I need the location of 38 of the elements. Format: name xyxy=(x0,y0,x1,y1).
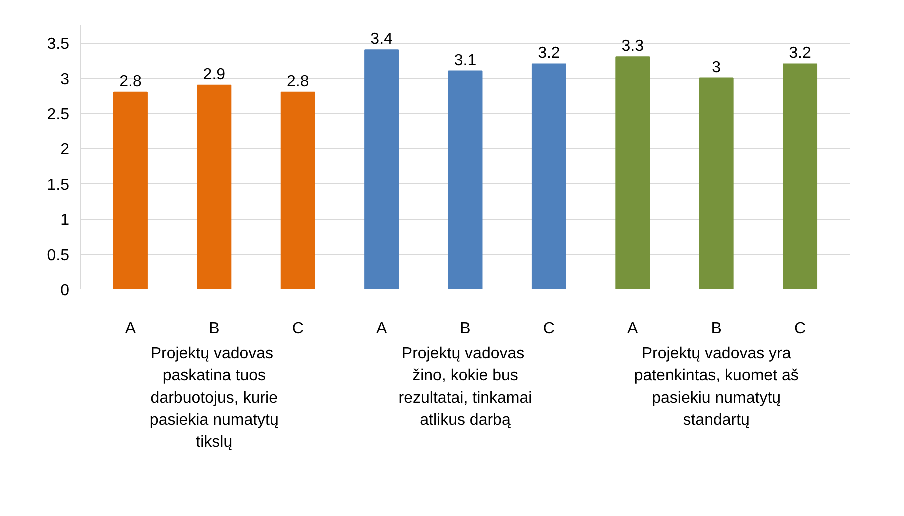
text: Projektų vadovas paskatina tuos darbuotojus, kurie pasiekia numatytų tikslų xyxy=(150,346,279,451)
y-tick-label: 1.5 xyxy=(47,176,70,194)
y-tick-label: 3 xyxy=(60,71,70,88)
x-tick-label: B xyxy=(460,320,471,338)
bar xyxy=(783,64,818,290)
bar xyxy=(699,78,734,290)
x-tick-label: B xyxy=(711,320,722,338)
y-tick-label: 2.5 xyxy=(47,106,70,124)
bar xyxy=(532,64,566,290)
bar xyxy=(616,56,650,290)
text: Projektų vadovas žino, kokie bus rezultatai, tinkamai atlikus darbą xyxy=(398,346,532,429)
x-tick-label: A xyxy=(628,320,639,338)
bar xyxy=(197,84,232,290)
data-label: 3.3 xyxy=(622,38,644,56)
data-label: 3.2 xyxy=(538,45,560,62)
bar xyxy=(113,92,148,290)
bar xyxy=(364,50,400,290)
x-tick-label: C xyxy=(543,320,555,338)
y-tick-label: 0 xyxy=(60,282,70,300)
text: Projektų vadovas yra patenkintas, kuomet aš pasiekiu numatytų standartų xyxy=(634,346,799,429)
x-tick-label: C xyxy=(794,320,806,338)
data-label: 2.8 xyxy=(286,73,310,90)
bar xyxy=(280,92,316,290)
x-tick-label: B xyxy=(209,320,220,338)
y-tick-label: 3.5 xyxy=(47,36,70,54)
data-label: 3.1 xyxy=(454,52,477,70)
x-tick-label: C xyxy=(292,320,304,338)
y-tick-label: 1 xyxy=(60,212,70,230)
y-tick-label: 2 xyxy=(60,142,70,159)
bar xyxy=(448,70,483,290)
x-tick-label: A xyxy=(376,320,388,338)
data-label: 2.8 xyxy=(120,73,142,90)
x-tick-label: A xyxy=(125,320,136,338)
data-label: 3.4 xyxy=(370,31,394,48)
y-tick-label: 0.5 xyxy=(47,247,70,264)
data-label: 2.9 xyxy=(203,66,226,84)
data-label: 3 xyxy=(712,59,722,76)
data-label: 3.2 xyxy=(789,45,812,62)
